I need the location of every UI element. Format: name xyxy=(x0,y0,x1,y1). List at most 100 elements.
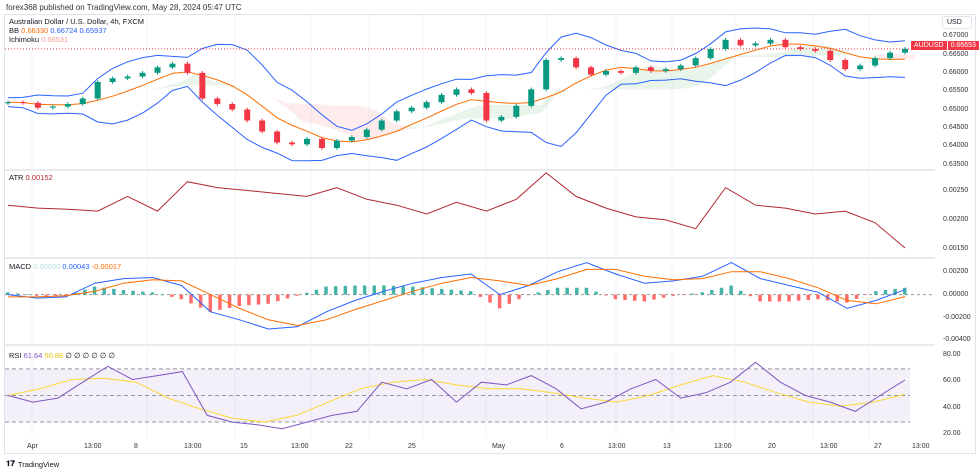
macd-histogram-bar xyxy=(150,292,155,295)
candle-body xyxy=(647,67,654,71)
macd-histogram-bar xyxy=(874,291,878,295)
candle-body xyxy=(378,120,385,130)
macd-legend[interactable]: MACD 0.00060 0.00043 -0.00017 xyxy=(9,262,121,271)
macd-histogram-bar xyxy=(893,288,897,295)
rsi-line xyxy=(7,361,906,430)
macd-histogram-bar xyxy=(796,294,801,301)
candle-body xyxy=(573,58,580,68)
published-info: forex368 published on TradingView.com, M… xyxy=(6,3,242,12)
macd-histogram-bar xyxy=(681,294,685,296)
atr-tick: 0.00150 xyxy=(943,245,969,253)
ichimoku-cloud-segment xyxy=(257,92,273,98)
bb-basis-line xyxy=(7,43,906,143)
macd-tick: -0.00400 xyxy=(943,336,971,344)
candle-body xyxy=(722,39,729,49)
time-tick: 13:00 xyxy=(608,443,626,450)
atr-value: 0.00152 xyxy=(25,173,53,182)
ichimoku-cloud-segment xyxy=(227,83,243,87)
macd-histogram-bar xyxy=(247,294,251,306)
bb-legend[interactable]: BB 0.66330 0.66724 0.65937 xyxy=(9,26,144,35)
macd-histogram-bar xyxy=(198,294,203,308)
ichimoku-legend[interactable]: Ichimoku 0.66531 xyxy=(9,35,144,44)
macd-histogram-bar xyxy=(632,294,637,301)
rsi-label: RSI xyxy=(9,351,22,360)
candle-body xyxy=(752,43,759,46)
macd-histogram-bar xyxy=(661,294,666,298)
candle-body xyxy=(528,89,535,106)
chart-frame xyxy=(4,14,976,454)
macd-histogram-bar xyxy=(739,290,743,295)
candle-body xyxy=(677,65,684,70)
macd-histogram-bar xyxy=(555,287,560,295)
rsi-ma-line xyxy=(7,375,906,423)
macd-histogram-bar xyxy=(748,294,753,297)
candle-body xyxy=(229,104,236,110)
ichimoku-cloud-segment xyxy=(421,121,437,128)
time-tick: 13:00 xyxy=(714,443,732,450)
macd-histogram-bar xyxy=(121,290,126,295)
ichimoku-cloud-segment xyxy=(690,65,706,88)
time-tick: 25 xyxy=(408,443,416,450)
atr-label: ATR xyxy=(9,173,24,182)
macd-histogram-bar xyxy=(333,286,338,295)
ichimoku-cloud-segment xyxy=(436,115,452,126)
macd-histogram-bar xyxy=(54,294,58,296)
ichimoku-label: Ichimoku xyxy=(9,35,40,44)
symbol-title[interactable]: Australian Dollar / U.S. Dollar, 4h, FXC… xyxy=(9,17,145,26)
candle-body xyxy=(513,105,520,117)
macd-histogram-bar xyxy=(160,294,164,296)
price-tick: 0.64500 xyxy=(943,123,969,131)
candle-body xyxy=(124,76,131,79)
candle-body xyxy=(274,131,281,143)
rsi-legend[interactable]: RSI 61.64 50.86 ∅ ∅ ∅ ∅ ∅ ∅ xyxy=(9,351,115,360)
ichimoku-cloud-segment xyxy=(496,104,512,119)
candle-body xyxy=(304,138,310,145)
ichimoku-cloud-segment xyxy=(451,109,467,122)
ichimoku-cloud-segment xyxy=(302,104,317,125)
ichimoku-cloud-segment xyxy=(900,54,915,60)
candle-body xyxy=(333,140,340,148)
macd-histogram-bar xyxy=(305,292,309,295)
ichimoku-cloud-segment xyxy=(645,66,661,90)
macd-signal-value: -0.00017 xyxy=(91,262,122,271)
macd-line xyxy=(7,262,906,330)
main-legend: Australian Dollar / U.S. Dollar, 4h, FXC… xyxy=(9,17,144,44)
macd-histogram-bar xyxy=(353,285,357,295)
chart-canvas[interactable] xyxy=(5,15,935,440)
current-symbol: AUDUSD xyxy=(914,42,944,49)
bb-label: BB xyxy=(9,26,20,35)
time-tick: 22 xyxy=(345,443,353,450)
macd-histogram-bar xyxy=(401,286,405,295)
macd-histogram-bar xyxy=(266,294,270,304)
candle-body xyxy=(692,58,699,66)
time-tick: 13:00 xyxy=(820,443,838,450)
candle-body xyxy=(34,102,41,108)
ichimoku-cloud-segment xyxy=(675,70,691,90)
candle-body xyxy=(5,102,11,104)
rsi-tick: 80.00 xyxy=(943,350,961,358)
macd-histogram-bar xyxy=(777,294,782,302)
candle-body xyxy=(483,93,490,121)
macd-histogram-bar xyxy=(430,288,434,295)
candle-body xyxy=(348,137,355,141)
time-tick: 15 xyxy=(240,443,248,450)
macd-label: MACD xyxy=(9,262,32,271)
macd-histogram-bar xyxy=(92,286,97,295)
ichimoku-cloud-segment xyxy=(586,87,602,90)
macd-histogram-bar xyxy=(652,294,656,300)
brand-name: TradingView xyxy=(17,459,60,469)
candle-body xyxy=(94,82,101,99)
ichimoku-cloud-segment xyxy=(720,55,736,70)
macd-histogram-bar xyxy=(295,294,299,296)
atr-legend[interactable]: ATR 0.00152 xyxy=(9,173,53,182)
ichimoku-cloud-segment xyxy=(765,52,781,58)
macd-histogram-bar xyxy=(642,294,647,302)
macd-histogram-bar xyxy=(391,285,396,295)
macd-histogram-bar xyxy=(623,294,627,300)
atr-tick: 0.00250 xyxy=(943,186,969,194)
ichimoku-cloud-segment xyxy=(346,105,362,140)
macd-histogram-bar xyxy=(710,290,714,295)
macd-histogram-bar xyxy=(816,294,820,300)
price-tick: 0.65500 xyxy=(943,87,969,95)
currency-button[interactable]: USD xyxy=(942,16,972,29)
